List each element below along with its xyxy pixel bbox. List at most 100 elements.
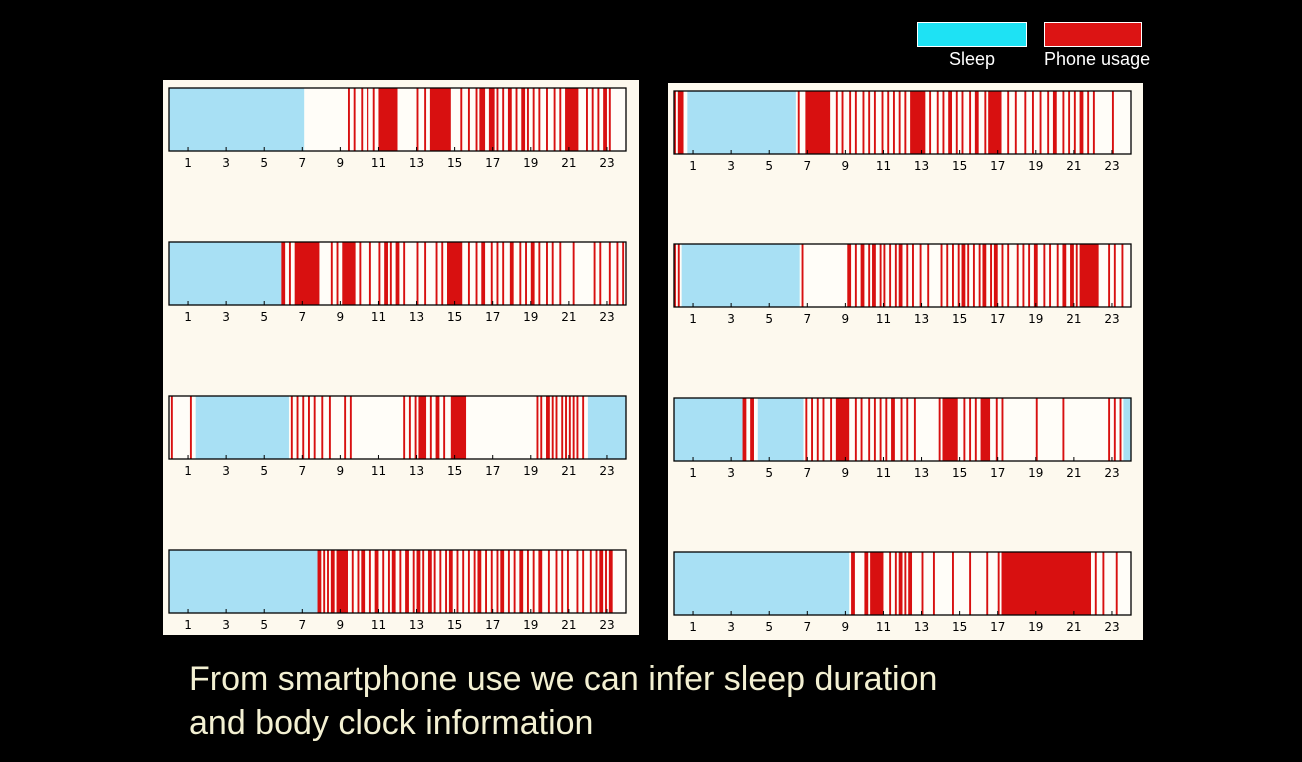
phone-usage-bar	[496, 88, 499, 151]
x-tick-label: 19	[1028, 159, 1043, 173]
phone-usage-bar	[536, 396, 539, 459]
phone-usage-bar	[921, 552, 924, 615]
x-tick-label: 11	[876, 312, 891, 326]
phone-usage-bar	[403, 396, 406, 459]
phone-usage-bar	[479, 88, 486, 151]
phone-usage-bar	[342, 242, 356, 305]
phone-usage-bar	[750, 398, 754, 461]
legend-item-sleep: Sleep	[917, 22, 1027, 70]
x-tick-label: 21	[1066, 159, 1081, 173]
phone-usage-bar	[860, 244, 865, 307]
x-tick-label: 11	[876, 466, 891, 480]
phone-usage-bar	[330, 550, 335, 613]
x-tick-label: 7	[803, 466, 811, 480]
x-tick-label: 23	[1104, 312, 1119, 326]
phone-usage-bar	[582, 396, 585, 459]
x-tick-label: 17	[485, 310, 500, 324]
phone-usage-bar	[416, 88, 419, 151]
x-tick-label: 5	[260, 464, 268, 478]
phone-usage-bar	[1079, 91, 1084, 154]
chart-svg-right: 1357911131517192123Day 51357911131517192…	[673, 90, 1132, 634]
plot-frame	[673, 90, 1132, 155]
phone-usage-bar	[854, 244, 857, 307]
phone-usage-bar	[995, 398, 998, 461]
phone-usage-bar	[374, 550, 379, 613]
phone-usage-bar	[595, 550, 598, 613]
phone-usage-bar	[296, 396, 299, 459]
x-tick-label: 11	[371, 464, 386, 478]
x-tick-label: 7	[298, 464, 306, 478]
phone-usage-bar	[357, 550, 360, 613]
phone-usage-bar	[1052, 91, 1057, 154]
phone-usage-bar	[822, 398, 825, 461]
phone-usage-bar	[384, 242, 388, 305]
phone-usage-bar	[561, 396, 564, 459]
sleep-bar	[681, 244, 800, 307]
phone-usage-bar	[467, 550, 470, 613]
phone-usage-bar	[1119, 398, 1122, 461]
phone-usage-bar	[424, 88, 427, 151]
phone-usage-bar	[969, 552, 972, 615]
phone-usage-bar	[467, 88, 470, 151]
phone-usage-bar	[496, 550, 499, 613]
phone-usage-bar	[887, 91, 890, 154]
x-tick-label: 1	[689, 620, 697, 634]
phone-usage-bar	[990, 244, 992, 307]
phone-usage-bar	[532, 550, 535, 613]
phone-usage-bar	[1039, 91, 1042, 154]
phone-usage-bar	[576, 550, 579, 613]
phone-usage-bar	[674, 244, 676, 307]
x-tick-label: 15	[447, 464, 462, 478]
phone-usage-bar	[1092, 91, 1095, 154]
phone-usage-bar	[439, 550, 442, 613]
sleep-bar	[674, 398, 743, 461]
phone-usage-bar	[969, 91, 972, 154]
phone-usage-bar	[568, 396, 571, 459]
phone-usage-bar	[872, 244, 876, 307]
phone-usage-bar	[608, 550, 613, 613]
x-tick-label: 21	[1066, 466, 1081, 480]
phone-usage-bar	[948, 91, 953, 154]
phone-usage-bar	[883, 244, 886, 307]
phone-usage-bar	[1007, 91, 1010, 154]
phone-usage-bar	[1113, 244, 1116, 307]
phone-usage-bar	[473, 550, 476, 613]
x-tick-label: 9	[842, 159, 850, 173]
phone-usage-bar	[416, 550, 421, 613]
phone-usage-bar	[450, 396, 467, 459]
phone-usage-bar	[330, 242, 333, 305]
phone-usage-bar	[361, 88, 364, 151]
caption-line-2: and body clock information	[189, 704, 594, 742]
phone-usage-bar	[904, 552, 907, 615]
phone-usage-bar	[797, 91, 800, 154]
phone-usage-bar	[1094, 552, 1097, 615]
phone-usage-bar	[889, 552, 892, 615]
x-tick-label: 23	[599, 156, 614, 170]
phone-usage-bar	[854, 91, 857, 154]
phone-usage-bar	[515, 88, 518, 151]
x-tick-label: 21	[1066, 312, 1081, 326]
phone-usage-bar	[616, 242, 619, 305]
phone-usage-bar	[677, 244, 680, 307]
x-tick-label: 17	[990, 159, 1005, 173]
phone-usage-bar	[854, 398, 857, 461]
phone-usage-bar	[559, 242, 562, 305]
phone-usage-bar	[435, 396, 440, 459]
phone-usage-bar	[1024, 91, 1027, 154]
phone-usage-bar	[942, 398, 958, 461]
phone-usage-bar	[317, 550, 322, 613]
x-tick-label: 9	[842, 466, 850, 480]
phone-usage-bar	[993, 244, 998, 307]
phone-usage-bar	[519, 242, 522, 305]
plot-frame	[673, 243, 1132, 308]
phone-usage-bar	[170, 396, 173, 459]
phone-usage-bar	[1079, 244, 1099, 307]
x-tick-label: 9	[842, 312, 850, 326]
phone-usage-bar	[862, 91, 865, 154]
phone-usage-bar	[938, 398, 941, 461]
phone-usage-bar	[382, 550, 385, 613]
phone-usage-bar	[1043, 244, 1046, 307]
phone-usage-bar	[447, 242, 463, 305]
phone-usage-bar	[870, 552, 884, 615]
legend-item-phone: Phone usage	[1044, 22, 1150, 70]
